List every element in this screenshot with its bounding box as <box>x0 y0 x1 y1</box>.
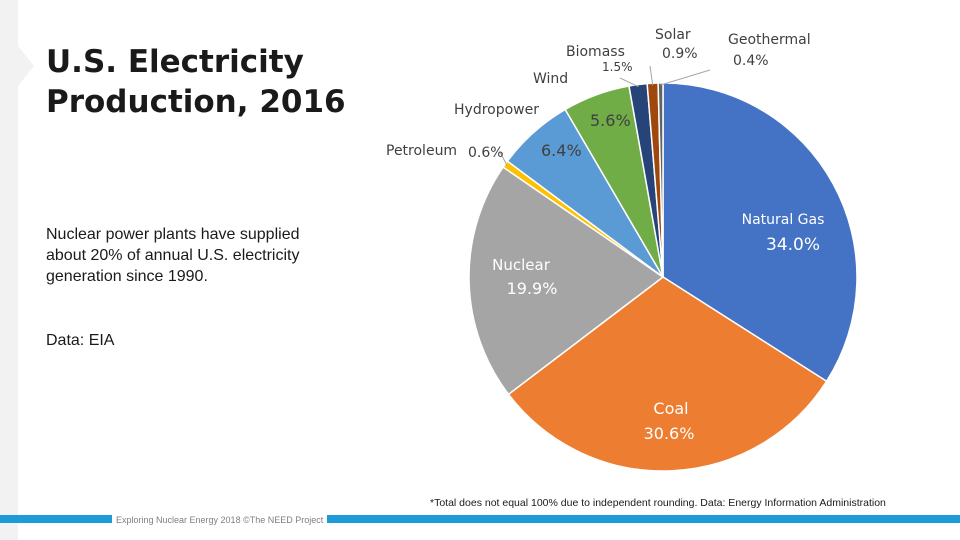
bottom-accent-bar <box>0 515 960 523</box>
leader-line-solar <box>649 65 654 86</box>
data-source: Data: EIA <box>46 332 115 349</box>
title-line-1: U.S. Electricity <box>46 44 304 80</box>
leader-line-geothermal <box>660 69 711 86</box>
nuclear-note: Nuclear power plants have supplied about… <box>46 226 300 285</box>
pie-labels: Natural Gas 34.0% Coal 30.6% Nuclear 19.9% Pet… <box>386 27 824 443</box>
pie-leader-lines <box>499 65 711 166</box>
pie-slice-geothermal <box>657 82 664 278</box>
slice-value-label-geothermal: 0.4% <box>733 53 769 69</box>
slice-name-label-coal: Coal <box>653 399 688 418</box>
slice-name-label-hydropower: Hydropower <box>454 102 539 118</box>
slice-name-label-nuclear: Nuclear <box>492 256 551 274</box>
slice-name-label-natural-gas: Natural Gas <box>742 212 825 228</box>
slice-value-label-petroleum: 0.6% <box>468 145 504 161</box>
slice-value-label-coal: 30.6% <box>644 424 695 443</box>
left-accent-strip <box>0 0 18 540</box>
title-line-2: Production, 2016 <box>46 84 346 120</box>
title-notch <box>18 46 34 86</box>
footer-label: Exploring Nuclear Energy 2018 ©The NEED … <box>112 512 328 528</box>
slice-value-label-wind: 5.6% <box>590 111 631 130</box>
slice-value-label-nuclear: 19.9% <box>507 279 558 298</box>
pie-slices <box>468 82 858 472</box>
slice-name-label-petroleum: Petroleum <box>386 143 457 159</box>
slide-title: U.S. Electricity Production, 2016 <box>46 42 366 122</box>
slice-value-label-solar: 0.9% <box>662 46 698 62</box>
pie-slice-coal <box>507 276 828 472</box>
slice-value-label-natural-gas: 34.0% <box>766 235 820 255</box>
pie-slice-nuclear <box>468 166 665 396</box>
leader-line-biomass <box>619 77 639 88</box>
leader-line-petroleum <box>499 151 508 166</box>
slice-value-label-hydropower: 6.4% <box>541 141 582 160</box>
slice-name-label-wind: Wind <box>533 71 568 87</box>
pie-slice-natural-gas <box>662 82 858 383</box>
footnote: *Total does not equal 100% due to indepe… <box>430 497 886 509</box>
slice-value-label-biomass: 1.5% <box>602 60 633 74</box>
slice-name-label-solar: Solar <box>655 27 691 43</box>
slice-name-label-geothermal: Geothermal <box>728 32 811 48</box>
slice-name-label-biomass: Biomass <box>566 44 625 60</box>
